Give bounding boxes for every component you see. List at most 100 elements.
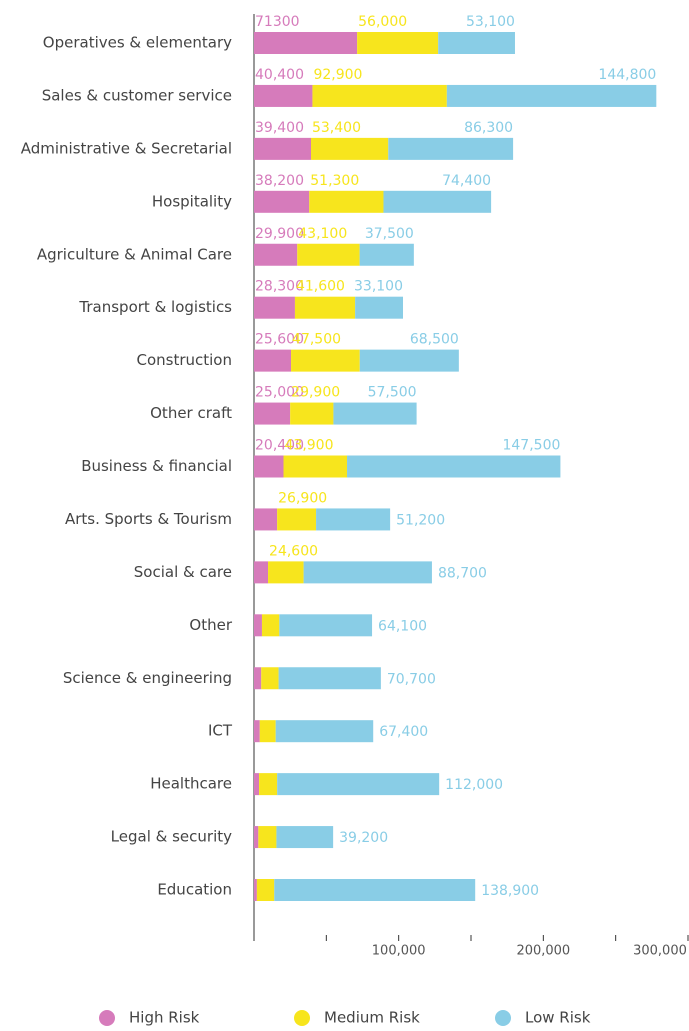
category-label: Hospitality <box>152 192 232 210</box>
bar-segment <box>294 296 356 319</box>
bar-segment <box>290 402 334 425</box>
bar-segment <box>316 508 391 531</box>
bar-segment <box>261 614 280 637</box>
value-label: 70,700 <box>387 671 436 687</box>
bar-segment <box>268 561 304 584</box>
bar-segment <box>383 190 492 213</box>
category-label: Legal & security <box>111 828 232 846</box>
bar-segment <box>254 879 257 901</box>
bar-segment <box>276 826 334 849</box>
category-label: Education <box>157 881 232 899</box>
category-label: Sales & customer service <box>42 86 232 104</box>
bar-segment <box>254 296 295 319</box>
category-label: Other craft <box>150 404 232 422</box>
value-label: 112,000 <box>445 777 503 793</box>
bar-segment <box>277 773 440 796</box>
x-tick-label: 100,000 <box>372 944 426 959</box>
value-label: 92,900 <box>313 67 362 83</box>
value-label: 33,100 <box>354 279 403 295</box>
value-label: 38,200 <box>255 173 304 189</box>
bar-segment <box>274 879 476 901</box>
value-label: 57,500 <box>368 385 417 401</box>
value-label: 53,100 <box>466 14 515 30</box>
value-label: 41,600 <box>296 279 345 295</box>
legend-swatch <box>294 1010 310 1026</box>
bar-segment <box>333 402 417 425</box>
value-label: 138,900 <box>481 883 539 899</box>
bar-segment <box>303 561 432 584</box>
value-label: 67,400 <box>379 724 428 740</box>
category-label: Business & financial <box>81 457 232 475</box>
value-label: 25,600 <box>255 332 304 348</box>
bar-segment <box>254 508 278 531</box>
value-label: 37,500 <box>365 226 414 242</box>
value-label: 144,800 <box>598 67 656 83</box>
legend-swatch <box>495 1010 511 1026</box>
bar-segment <box>438 32 515 54</box>
category-label: Construction <box>136 351 232 369</box>
bar-segment <box>347 455 561 478</box>
value-label: 64,100 <box>378 618 427 634</box>
bar-segment <box>254 137 311 160</box>
bar-segment <box>297 243 360 266</box>
category-label: ICT <box>208 722 233 740</box>
bar-segment <box>254 561 269 584</box>
value-label: 47,500 <box>292 332 341 348</box>
value-label: 26,900 <box>278 490 327 506</box>
category-label: Healthcare <box>150 775 232 793</box>
legend-swatch <box>99 1010 115 1026</box>
bar-segment <box>254 826 259 849</box>
value-label: 40,400 <box>255 67 304 83</box>
value-label: 53,400 <box>312 120 361 136</box>
bar-segment <box>254 84 313 107</box>
bar-segment <box>278 667 381 690</box>
value-label: 74,400 <box>442 173 491 189</box>
category-label: Transport & logistics <box>78 298 232 316</box>
category-label: Science & engineering <box>63 669 232 687</box>
bar-segment <box>254 402 291 425</box>
value-label: 71300 <box>255 14 300 30</box>
bar-segment <box>388 137 514 160</box>
bar-segment <box>359 243 414 266</box>
value-label: 29,900 <box>291 385 340 401</box>
value-label: 29,900 <box>255 226 304 242</box>
value-label: 147,500 <box>502 438 560 454</box>
x-tick-label: 300,000 <box>633 944 687 959</box>
value-label: 51,300 <box>310 173 359 189</box>
value-label: 86,300 <box>464 120 513 136</box>
bar-segment <box>254 190 310 213</box>
bar-segment <box>283 455 348 478</box>
bar-segment <box>275 720 374 743</box>
bar-segment <box>256 879 275 901</box>
category-label: Other <box>189 616 232 634</box>
legend-label: High Risk <box>129 1009 200 1027</box>
value-label: 43,100 <box>298 226 347 242</box>
bar-segment <box>254 32 358 54</box>
category-label: Administrative & Secretarial <box>21 139 232 157</box>
value-label: 68,500 <box>410 332 459 348</box>
category-label: Social & care <box>134 563 232 581</box>
bar-segment <box>279 614 373 637</box>
category-label: Operatives & elementary <box>43 34 232 52</box>
bar-segment <box>291 349 360 372</box>
value-label: 88,700 <box>438 565 487 581</box>
value-label: 43,900 <box>285 438 334 454</box>
value-label: 56,000 <box>358 14 407 30</box>
bar-segment <box>254 773 260 796</box>
category-label: Arts. Sports & Tourism <box>65 510 232 528</box>
bar-segment <box>254 614 262 637</box>
value-label: 25,000 <box>255 385 304 401</box>
bar-segment <box>277 508 317 531</box>
bar-segment <box>359 349 459 372</box>
value-label: 39,400 <box>255 120 304 136</box>
bar-segment <box>254 349 292 372</box>
category-label: Agriculture & Animal Care <box>37 245 232 263</box>
value-label: 39,200 <box>339 830 388 846</box>
legend-label: Low Risk <box>525 1009 591 1027</box>
value-label: 28,300 <box>255 279 304 295</box>
bar-segment <box>254 455 284 478</box>
bar-segment <box>309 190 384 213</box>
bar-segment <box>254 667 262 690</box>
